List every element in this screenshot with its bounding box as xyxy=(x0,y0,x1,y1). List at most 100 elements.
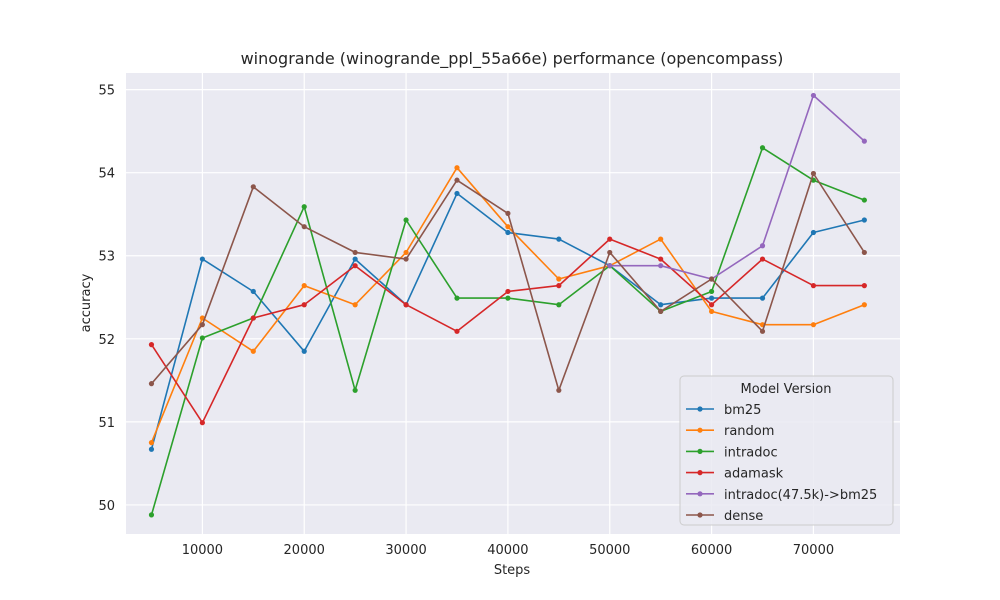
data-point xyxy=(301,302,307,308)
data-point xyxy=(199,420,205,426)
data-point xyxy=(759,328,766,334)
data-point xyxy=(301,224,307,230)
data-point xyxy=(658,308,664,314)
legend-swatch-marker xyxy=(697,406,703,412)
y-tick-label: 55 xyxy=(98,84,115,99)
data-point xyxy=(861,249,867,256)
data-point xyxy=(861,217,867,223)
y-tick-label: 53 xyxy=(98,250,115,265)
data-point xyxy=(250,348,256,354)
legend: Model Version bm25 random intradoc adamask i… xyxy=(679,375,894,526)
legend-label: adamask xyxy=(724,467,784,482)
legend-swatch-marker xyxy=(697,491,703,497)
legend-item: random xyxy=(686,424,774,439)
data-point xyxy=(505,224,511,230)
x-tick-label: 10000 xyxy=(182,543,223,558)
data-point xyxy=(505,288,511,295)
data-point xyxy=(352,249,358,256)
data-point xyxy=(556,387,562,393)
data-point xyxy=(810,170,817,177)
data-point xyxy=(454,190,460,197)
data-point xyxy=(708,295,715,301)
data-point xyxy=(148,446,155,452)
data-point xyxy=(454,328,460,334)
x-tick-label: 70000 xyxy=(793,543,834,558)
data-point xyxy=(250,315,256,321)
data-point xyxy=(658,263,664,269)
x-tick-label: 60000 xyxy=(691,543,732,558)
data-point xyxy=(556,283,562,289)
data-point xyxy=(607,249,613,256)
series-1 xyxy=(148,165,867,446)
data-point xyxy=(148,381,155,387)
data-point xyxy=(148,512,155,518)
data-point xyxy=(403,256,409,262)
data-point xyxy=(148,440,155,446)
data-point xyxy=(810,92,817,99)
y-tick-label: 52 xyxy=(98,333,115,348)
legend-title: Model Version xyxy=(741,382,832,397)
y-tick-label: 54 xyxy=(98,167,115,182)
data-point xyxy=(708,276,715,282)
data-point xyxy=(759,295,766,301)
x-tick-label: 30000 xyxy=(385,543,426,558)
data-point xyxy=(403,217,409,223)
legend-label: dense xyxy=(724,509,763,524)
data-point xyxy=(759,145,766,151)
series-line xyxy=(609,94,865,280)
chart-title: winogrande (winogrande_ppl_55a66e) perfo… xyxy=(241,49,784,69)
data-point xyxy=(505,295,511,301)
data-point xyxy=(301,283,307,289)
data-point xyxy=(352,302,358,308)
y-tick-labels: 50 51 52 53 54 55 xyxy=(98,84,115,514)
legend-item: intradoc xyxy=(686,445,778,460)
data-point xyxy=(454,295,460,301)
legend-item: intradoc(47.5k)->bm25 xyxy=(686,488,877,503)
data-point xyxy=(759,256,766,262)
data-point xyxy=(352,263,358,269)
data-point xyxy=(556,302,562,308)
y-tick-label: 51 xyxy=(98,416,115,431)
data-point xyxy=(301,348,307,354)
x-tick-label: 20000 xyxy=(284,543,325,558)
series-3 xyxy=(148,236,867,426)
data-point xyxy=(505,229,511,236)
data-point xyxy=(810,283,817,289)
x-tick-labels: 10000 20000 30000 40000 50000 60000 70000 xyxy=(182,543,834,558)
y-tick-label: 50 xyxy=(98,499,115,514)
legend-box xyxy=(679,375,894,526)
series-5 xyxy=(148,170,867,393)
data-point xyxy=(199,256,205,262)
legend-label: random xyxy=(724,424,774,439)
legend-swatch-marker xyxy=(697,427,703,433)
data-point xyxy=(148,342,155,348)
legend-label: bm25 xyxy=(724,403,761,418)
data-point xyxy=(861,197,867,203)
data-point xyxy=(861,302,867,308)
data-point xyxy=(658,236,664,242)
x-tick-label: 50000 xyxy=(589,543,630,558)
data-point xyxy=(454,165,460,171)
x-axis-label: Steps xyxy=(494,563,531,578)
x-tick-label: 40000 xyxy=(487,543,528,558)
legend-swatch-marker xyxy=(697,512,703,518)
data-point xyxy=(708,302,715,308)
data-point xyxy=(607,236,613,242)
data-point xyxy=(556,236,562,242)
data-point xyxy=(861,138,867,144)
data-point xyxy=(810,229,817,236)
data-point xyxy=(607,263,613,269)
data-point xyxy=(505,210,511,216)
legend-label: intradoc xyxy=(724,445,778,460)
data-point xyxy=(708,288,715,295)
data-point xyxy=(250,184,256,190)
y-axis-label: accuracy xyxy=(79,273,94,332)
data-point xyxy=(658,256,664,262)
data-point xyxy=(199,322,205,328)
data-point xyxy=(861,283,867,289)
data-point xyxy=(352,256,358,262)
series-4 xyxy=(607,92,867,282)
series-group xyxy=(148,92,867,518)
legend-swatch-marker xyxy=(697,470,703,476)
